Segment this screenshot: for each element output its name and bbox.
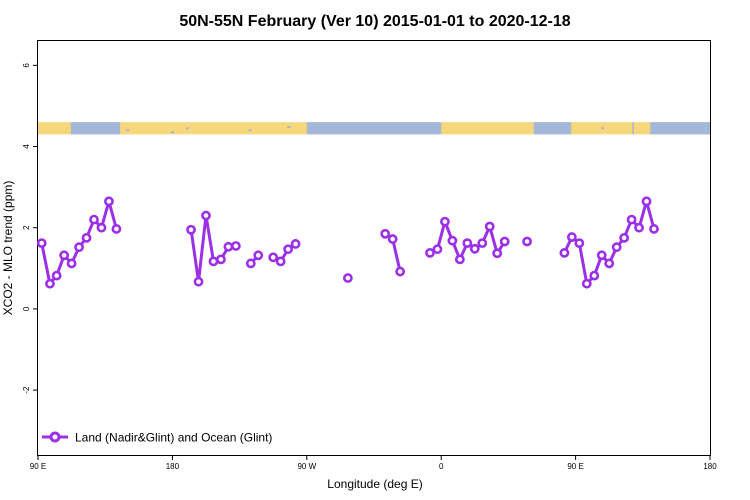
legend: Land (Nadir&Glint) and Ocean (Glint) bbox=[42, 431, 272, 445]
data-point bbox=[193, 276, 204, 287]
data-point bbox=[522, 236, 532, 247]
data-point bbox=[59, 250, 70, 261]
x-tick-label: 180 bbox=[703, 462, 717, 471]
data-point bbox=[387, 234, 398, 244]
data-point bbox=[619, 232, 630, 243]
data-point bbox=[245, 258, 256, 269]
data-point bbox=[581, 278, 592, 289]
data-point bbox=[380, 228, 391, 239]
data-point bbox=[432, 244, 443, 255]
x-tick-label: 90 E bbox=[567, 462, 583, 471]
strip-ocean-dot bbox=[287, 126, 291, 129]
land-ocean-strip bbox=[38, 122, 710, 135]
data-point bbox=[559, 247, 570, 258]
strip-ocean-dot bbox=[248, 129, 252, 132]
data-point bbox=[425, 247, 435, 258]
y-tick-label: 6 bbox=[22, 63, 31, 68]
strip-ocean-dot bbox=[600, 127, 604, 130]
strip-ocean-dot bbox=[402, 128, 406, 131]
data-point bbox=[499, 236, 510, 247]
chart-title: 50N-55N February (Ver 10) 2015-01-01 to … bbox=[179, 13, 570, 30]
data-point bbox=[574, 238, 585, 249]
x-tick-label: 90 E bbox=[30, 462, 46, 471]
data-point bbox=[223, 241, 234, 252]
data-point bbox=[290, 239, 301, 249]
data-point bbox=[395, 266, 406, 277]
data-point bbox=[634, 222, 644, 233]
data-point bbox=[596, 250, 607, 261]
y-axis-label: XCO2 - MLO trend (ppm) bbox=[1, 181, 15, 316]
series-layer bbox=[36, 196, 659, 289]
data-point bbox=[45, 278, 55, 289]
data-point bbox=[447, 235, 458, 246]
data-point bbox=[216, 254, 226, 265]
data-point bbox=[477, 238, 488, 249]
data-point bbox=[641, 196, 652, 207]
data-point bbox=[440, 216, 450, 227]
data-point bbox=[484, 221, 495, 232]
y-tick-label: 4 bbox=[22, 144, 31, 149]
strip-ocean-dot bbox=[417, 130, 421, 133]
x-axis-label: Longitude (deg E) bbox=[327, 477, 422, 491]
data-point bbox=[51, 270, 62, 281]
data-point bbox=[96, 222, 107, 233]
strip-ocean-segment bbox=[650, 122, 710, 135]
y-tick-label: 2 bbox=[22, 225, 31, 230]
data-point bbox=[253, 250, 264, 261]
data-point bbox=[74, 242, 84, 253]
x-tick-label: 0 bbox=[439, 462, 444, 471]
data-point bbox=[283, 244, 294, 255]
data-point bbox=[492, 248, 503, 259]
strip-ocean-dot bbox=[671, 129, 675, 132]
data-point bbox=[201, 210, 211, 221]
data-point bbox=[66, 258, 77, 269]
data-point bbox=[604, 258, 615, 269]
strip-ocean-segment bbox=[306, 122, 442, 135]
strip-ocean-dot bbox=[170, 131, 174, 134]
data-point bbox=[589, 270, 600, 281]
data-point bbox=[469, 243, 480, 254]
strip-ocean-segment bbox=[632, 122, 634, 135]
legend-label: Land (Nadir&Glint) and Ocean (Glint) bbox=[75, 431, 272, 445]
data-point bbox=[81, 232, 92, 243]
strip-ocean-segment bbox=[533, 122, 572, 135]
data-point bbox=[268, 252, 279, 263]
plot-area-frame bbox=[37, 40, 711, 456]
data-point bbox=[626, 214, 637, 225]
data-point bbox=[230, 241, 241, 251]
data-point bbox=[104, 196, 114, 207]
data-point bbox=[342, 273, 353, 283]
data-point bbox=[36, 238, 47, 249]
data-point bbox=[111, 224, 122, 234]
x-tick-label: 90 W bbox=[297, 462, 316, 471]
legend-swatch-marker bbox=[49, 431, 61, 443]
data-point bbox=[275, 256, 286, 267]
axes: 90 E 180 90 W 0 90 E 180 -2 0 2 4 6 bbox=[22, 63, 717, 471]
y-tick-label: -2 bbox=[22, 386, 31, 394]
data-point bbox=[454, 254, 465, 265]
data-point bbox=[462, 238, 473, 249]
data-point bbox=[566, 232, 577, 242]
strip-ocean-dot bbox=[350, 129, 354, 132]
strip-ocean-dot bbox=[185, 127, 189, 130]
strip-ocean-dot bbox=[126, 129, 130, 132]
data-point bbox=[89, 214, 99, 225]
data-point bbox=[186, 224, 196, 235]
x-tick-label: 180 bbox=[166, 462, 180, 471]
data-point bbox=[611, 242, 622, 253]
strip-ocean-segment bbox=[70, 122, 121, 135]
data-point bbox=[208, 256, 219, 267]
data-point bbox=[649, 224, 659, 234]
y-tick-label: 0 bbox=[22, 306, 31, 311]
